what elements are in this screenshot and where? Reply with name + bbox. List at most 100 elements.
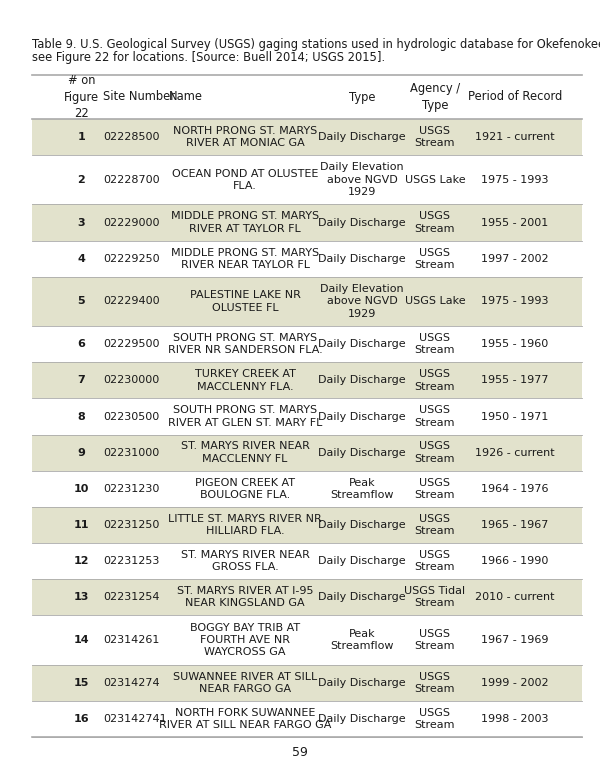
Text: 02231254: 02231254 [103, 592, 159, 602]
Text: 1965 - 1967: 1965 - 1967 [481, 520, 548, 530]
Text: Daily Discharge: Daily Discharge [318, 678, 406, 688]
Text: 10: 10 [74, 484, 89, 494]
Text: 02231250: 02231250 [103, 520, 159, 530]
Text: 02314274: 02314274 [103, 678, 160, 688]
Bar [32, 579, 582, 615]
Text: 7: 7 [77, 375, 85, 385]
Text: USGS
Stream: USGS Stream [415, 671, 455, 694]
Text: BOGGY BAY TRIB AT
FOURTH AVE NR
WAYCROSS GA: BOGGY BAY TRIB AT FOURTH AVE NR WAYCROSS… [190, 622, 300, 657]
Bar [32, 434, 582, 471]
Text: Period of Record: Period of Record [467, 90, 562, 103]
Text: 02228500: 02228500 [103, 132, 159, 142]
Text: USGS
Stream: USGS Stream [415, 441, 455, 464]
Text: USGS Lake: USGS Lake [404, 297, 465, 306]
Text: 1967 - 1969: 1967 - 1969 [481, 635, 548, 645]
Text: 02229250: 02229250 [103, 254, 160, 263]
Text: OCEAN POND AT OLUSTEE
FLA.: OCEAN POND AT OLUSTEE FLA. [172, 169, 319, 191]
Text: PALESTINE LAKE NR
OLUSTEE FL: PALESTINE LAKE NR OLUSTEE FL [190, 291, 301, 312]
Text: Site Number: Site Number [103, 90, 175, 103]
Text: USGS Tidal
Stream: USGS Tidal Stream [404, 586, 466, 608]
Text: Name: Name [169, 90, 203, 103]
Text: Daily Discharge: Daily Discharge [318, 592, 406, 602]
Text: USGS Lake: USGS Lake [404, 175, 465, 185]
Text: 2010 - current: 2010 - current [475, 592, 554, 602]
Text: USGS
Stream: USGS Stream [415, 514, 455, 536]
Text: 3: 3 [77, 218, 85, 228]
Text: ST. MARYS RIVER NEAR
GROSS FLA.: ST. MARYS RIVER NEAR GROSS FLA. [181, 550, 310, 573]
Text: 1975 - 1993: 1975 - 1993 [481, 297, 548, 306]
Text: 1955 - 1960: 1955 - 1960 [481, 340, 548, 349]
Text: USGS
Stream: USGS Stream [415, 708, 455, 730]
Text: Daily Discharge: Daily Discharge [318, 218, 406, 228]
Text: USGS
Stream: USGS Stream [415, 211, 455, 234]
Text: 6: 6 [77, 340, 85, 349]
Text: Daily Discharge: Daily Discharge [318, 375, 406, 385]
Text: 02231230: 02231230 [103, 484, 159, 494]
Text: NORTH PRONG ST. MARYS
RIVER AT MONIAC GA: NORTH PRONG ST. MARYS RIVER AT MONIAC GA [173, 126, 317, 148]
Text: Type: Type [349, 90, 375, 103]
Bar [32, 362, 582, 399]
Text: Daily Discharge: Daily Discharge [318, 520, 406, 530]
Text: USGS
Stream: USGS Stream [415, 629, 455, 651]
Text: 1: 1 [77, 132, 85, 142]
Text: Daily Discharge: Daily Discharge [318, 340, 406, 349]
Bar [32, 664, 582, 701]
Text: 5: 5 [77, 297, 85, 306]
Text: Daily Discharge: Daily Discharge [318, 556, 406, 566]
Bar [32, 119, 582, 155]
Text: Daily Discharge: Daily Discharge [318, 714, 406, 724]
Text: MIDDLE PRONG ST. MARYS
RIVER AT TAYLOR FL: MIDDLE PRONG ST. MARYS RIVER AT TAYLOR F… [171, 211, 319, 234]
Text: 1955 - 1977: 1955 - 1977 [481, 375, 548, 385]
Text: 1997 - 2002: 1997 - 2002 [481, 254, 548, 263]
Text: Peak
Streamflow: Peak Streamflow [330, 629, 394, 651]
Text: 1975 - 1993: 1975 - 1993 [481, 175, 548, 185]
Text: 59: 59 [292, 746, 308, 759]
Text: 02230500: 02230500 [103, 412, 159, 421]
Text: ST. MARYS RIVER NEAR
MACCLENNY FL: ST. MARYS RIVER NEAR MACCLENNY FL [181, 441, 310, 464]
Text: SOUTH PRONG ST. MARYS
RIVER NR SANDERSON FLA.: SOUTH PRONG ST. MARYS RIVER NR SANDERSON… [168, 333, 323, 355]
Text: SOUTH PRONG ST. MARYS
RIVER AT GLEN ST. MARY FL: SOUTH PRONG ST. MARYS RIVER AT GLEN ST. … [168, 406, 322, 427]
Text: Daily Discharge: Daily Discharge [318, 132, 406, 142]
Text: see Figure 22 for locations. [Source: Buell 2014; USGS 2015].: see Figure 22 for locations. [Source: Bu… [32, 51, 385, 64]
Text: 02228700: 02228700 [103, 175, 160, 185]
Text: USGS
Stream: USGS Stream [415, 478, 455, 500]
Text: SUWANNEE RIVER AT SILL
NEAR FARGO GA: SUWANNEE RIVER AT SILL NEAR FARGO GA [173, 671, 317, 694]
Text: 02231000: 02231000 [103, 448, 159, 458]
Bar [32, 326, 582, 362]
Text: NORTH FORK SUWANNEE
RIVER AT SILL NEAR FARGO GA: NORTH FORK SUWANNEE RIVER AT SILL NEAR F… [159, 708, 331, 730]
Text: 02229000: 02229000 [103, 218, 159, 228]
Text: PIGEON CREEK AT
BOULOGNE FLA.: PIGEON CREEK AT BOULOGNE FLA. [195, 478, 295, 500]
Text: 02229500: 02229500 [103, 340, 159, 349]
Text: 2: 2 [77, 175, 85, 185]
Text: Agency /
Type: Agency / Type [410, 82, 460, 112]
Bar [32, 155, 582, 204]
Text: 02314261: 02314261 [103, 635, 159, 645]
Text: USGS
Stream: USGS Stream [415, 550, 455, 573]
Bar [32, 399, 582, 434]
Text: 9: 9 [77, 448, 85, 458]
Text: LITTLE ST. MARYS RIVER NR
HILLIARD FLA.: LITTLE ST. MARYS RIVER NR HILLIARD FLA. [168, 514, 322, 536]
Text: 1998 - 2003: 1998 - 2003 [481, 714, 548, 724]
Text: 16: 16 [74, 714, 89, 724]
Text: Daily Elevation
above NGVD
1929: Daily Elevation above NGVD 1929 [320, 284, 404, 319]
Text: USGS
Stream: USGS Stream [415, 369, 455, 392]
Text: 1926 - current: 1926 - current [475, 448, 554, 458]
Text: 15: 15 [74, 678, 89, 688]
Text: Peak
Streamflow: Peak Streamflow [330, 478, 394, 500]
Text: USGS
Stream: USGS Stream [415, 126, 455, 148]
Text: 8: 8 [77, 412, 85, 421]
Bar [32, 701, 582, 737]
Text: 1964 - 1976: 1964 - 1976 [481, 484, 548, 494]
Text: 13: 13 [74, 592, 89, 602]
Bar [32, 471, 582, 507]
Text: 02229400: 02229400 [103, 297, 160, 306]
Text: 12: 12 [74, 556, 89, 566]
Text: 1966 - 1990: 1966 - 1990 [481, 556, 548, 566]
Text: Table 9. U.S. Geological Survey (USGS) gaging stations used in hydrologic databa: Table 9. U.S. Geological Survey (USGS) g… [32, 38, 600, 51]
Text: # on
Figure
22: # on Figure 22 [64, 74, 99, 120]
Text: 1950 - 1971: 1950 - 1971 [481, 412, 548, 421]
Text: USGS
Stream: USGS Stream [415, 406, 455, 427]
Text: Daily Discharge: Daily Discharge [318, 448, 406, 458]
Text: Daily Elevation
above NGVD
1929: Daily Elevation above NGVD 1929 [320, 162, 404, 197]
Bar [32, 507, 582, 543]
